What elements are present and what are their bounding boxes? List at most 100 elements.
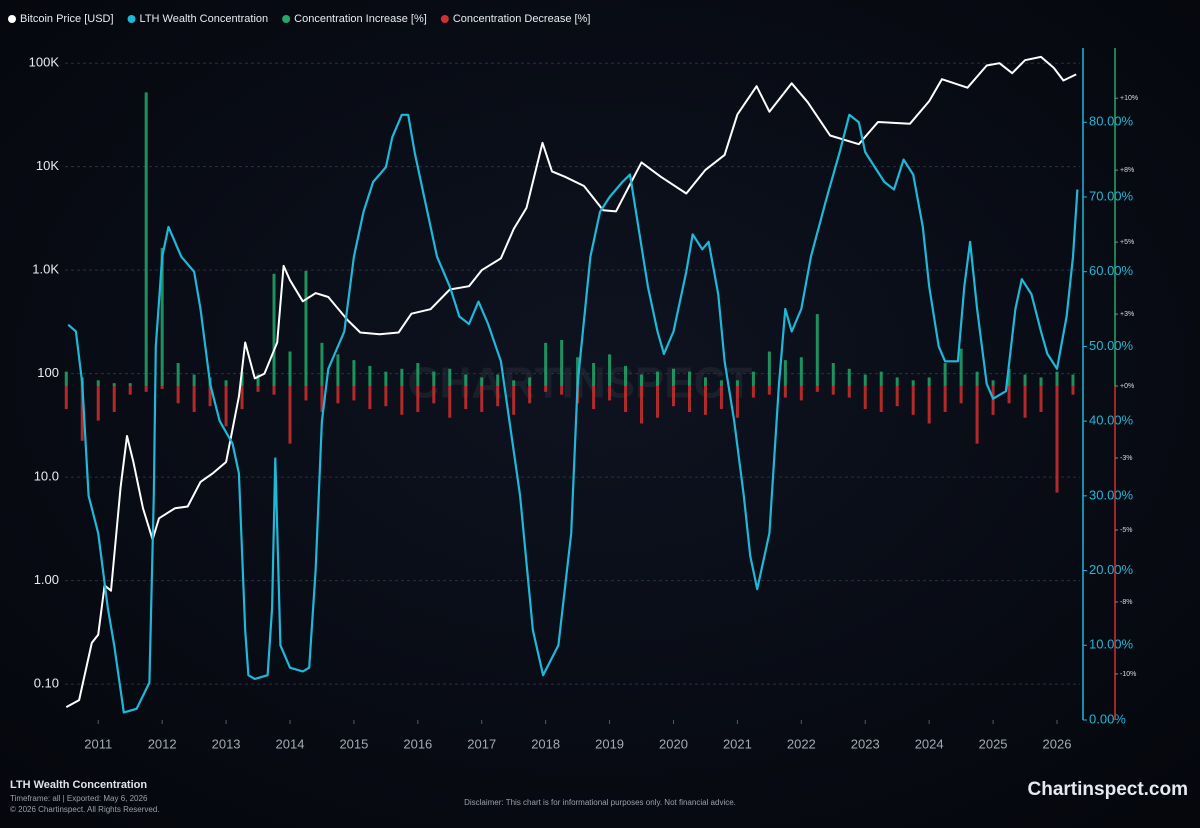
bar: [624, 365, 628, 387]
x-tick-label: 2011: [84, 736, 112, 751]
x-tick-label: 2026: [1043, 736, 1072, 751]
bar: [544, 386, 548, 392]
bar: [1023, 374, 1027, 387]
bar: [719, 380, 723, 387]
bar: [592, 363, 596, 387]
bar: [336, 386, 340, 404]
line: [65, 55, 1077, 708]
x-tick-label: 2016: [403, 736, 432, 751]
bar: [656, 386, 660, 418]
bar: [767, 351, 771, 387]
bar: [751, 386, 755, 398]
y-tick-label: 10.0: [34, 469, 59, 484]
x-tick-label: 2012: [148, 736, 177, 751]
bar: [831, 363, 835, 387]
footer-meta: Timeframe: all | Exported: May 6, 2026: [10, 794, 148, 803]
y-tick-label: 100K: [29, 55, 60, 70]
bar: [847, 368, 851, 387]
bar: [671, 386, 675, 407]
bar: [1071, 374, 1075, 387]
y-tick-label: 10K: [36, 158, 59, 173]
bar: [112, 386, 116, 412]
bar: [1055, 386, 1059, 493]
bar: [863, 374, 867, 387]
bar: [256, 386, 260, 392]
plot: 100K 10K 1.0K 100 10.0 1.00 0.10 2011 2012 2013 20…: [8, 13, 1138, 751]
bar: [288, 351, 292, 387]
y2-tick-label: 10.00%: [1089, 637, 1134, 652]
bar: [799, 386, 803, 401]
x-tick-label: 2022: [787, 736, 816, 751]
bar: [831, 386, 835, 395]
bar: [512, 386, 516, 415]
bar: [815, 386, 819, 392]
legend-label: Bitcoin Price [USD]: [20, 13, 114, 25]
bar: [336, 354, 340, 387]
legend-label: Concentration Increase [%]: [294, 13, 427, 25]
bar: [464, 374, 468, 387]
bar: [879, 371, 883, 387]
bar: [991, 386, 995, 415]
bar: [799, 357, 803, 387]
x-tick-label: 2014: [276, 736, 305, 751]
bar: [192, 386, 196, 412]
bar: [1007, 368, 1011, 387]
bar: [240, 386, 244, 410]
bar: [272, 386, 276, 395]
bar: [671, 368, 675, 387]
bar: [959, 348, 963, 387]
bar: [160, 247, 164, 387]
y2-tick-label: 50.00%: [1089, 338, 1134, 353]
bar: [895, 386, 899, 407]
bar: [496, 374, 500, 387]
bar: [432, 371, 436, 387]
bar: [640, 386, 644, 424]
bar: [1023, 386, 1027, 418]
bar: [1007, 386, 1011, 404]
bar: [272, 273, 276, 387]
bar: [464, 386, 468, 410]
bar: [64, 386, 68, 410]
bar: [560, 386, 564, 395]
bar: [767, 386, 771, 395]
x-tick-label: 2018: [531, 736, 560, 751]
legend-dot: [8, 15, 16, 23]
bar: [911, 386, 915, 415]
bar: [783, 360, 787, 387]
legend-dot: [127, 15, 136, 23]
footer-copyright: © 2026 Chartinspect. All Rights Reserved…: [10, 805, 160, 814]
bar: [144, 92, 148, 387]
y3-tick-label: -8%: [1120, 599, 1132, 606]
line: [67, 113, 1079, 714]
bar: [528, 386, 532, 404]
bar: [863, 386, 867, 410]
bar: [128, 386, 132, 395]
bar: [304, 386, 308, 401]
y2-tick-label: 70.00%: [1089, 188, 1134, 203]
disclaimer: Disclaimer: This chart is for informatio…: [464, 798, 736, 807]
bar: [1039, 377, 1043, 387]
bar: [176, 363, 180, 387]
y-tick-label: 100: [37, 365, 59, 380]
bar: [703, 377, 707, 387]
x-tick-label: 2015: [339, 736, 368, 751]
bar: [368, 386, 372, 410]
bar: [656, 371, 660, 387]
x-tick-label: 2019: [595, 736, 624, 751]
y2-tick-label: 20.00%: [1089, 562, 1134, 577]
y2-tick-label: 40.00%: [1089, 413, 1134, 428]
y3-tick-label: -10%: [1120, 671, 1136, 678]
bar: [624, 386, 628, 412]
x-tick-label: 2025: [979, 736, 1008, 751]
x-tick-label: 2020: [659, 736, 688, 751]
bar: [448, 368, 452, 387]
bar: [1055, 371, 1059, 387]
bar: [432, 386, 436, 404]
bar: [943, 386, 947, 412]
bar: [352, 360, 356, 387]
bar: [320, 386, 324, 412]
y-tick-label: 1.00: [34, 572, 59, 587]
bar: [320, 342, 324, 387]
bar: [911, 380, 915, 387]
